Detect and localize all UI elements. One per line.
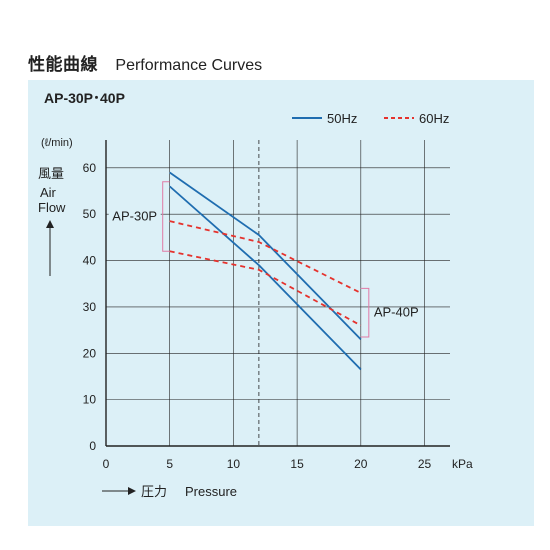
y-tick-label: 50: [83, 207, 97, 221]
x-tick-label: 20: [354, 457, 368, 471]
bracket: [162, 181, 170, 252]
chart-heading: 性能曲線 Performance Curves: [28, 50, 262, 75]
model-label: AP-30P･40P: [44, 90, 125, 106]
y-tick-label: 20: [83, 346, 97, 360]
series-line-ap-40p-60hz: [169, 250, 362, 327]
x-tick-label: 0: [103, 457, 110, 471]
series-line-ap-30p-50hz: [169, 185, 362, 371]
x-tick-label: 15: [290, 457, 304, 471]
chart-panel: AP-30P･40P: [28, 80, 534, 526]
series: [169, 171, 362, 371]
x-axis-label-japanese: 圧力: [141, 484, 167, 499]
legend: 50Hz 60Hz: [292, 111, 449, 126]
y-tick-label: 40: [83, 254, 97, 268]
axes: 0 10 20 30 40 50 60 0 5 10 15 20 25: [83, 140, 450, 471]
annotation-label: AP-40P: [374, 305, 419, 320]
annotation-ap-30p: AP-30P: [108, 181, 170, 252]
y-tick-label: 0: [89, 439, 96, 453]
y-tick-label: 10: [83, 393, 97, 407]
y-axis-unit: (ℓ/min): [41, 137, 73, 149]
x-axis-unit: kPa: [452, 457, 473, 471]
y-axis-label: Air Flow: [38, 185, 66, 215]
x-tick-label: 10: [227, 457, 241, 471]
title-english: Performance Curves: [115, 57, 263, 74]
legend-60hz-label: 60Hz: [419, 111, 449, 126]
annotation-label-bg: [108, 206, 161, 225]
annotation-label: AP-30P: [112, 209, 157, 224]
annotations: AP-30P AP-40P: [108, 181, 419, 338]
grid: [106, 140, 450, 446]
y-tick-label: 30: [83, 300, 97, 314]
y-tick-label: 60: [83, 161, 97, 175]
x-tick-label: 5: [166, 457, 173, 471]
x-axis-label: Pressure: [185, 484, 237, 499]
legend-50hz-label: 50Hz: [327, 111, 357, 126]
title-japanese: 性能曲線: [28, 55, 98, 75]
bracket: [360, 287, 370, 338]
x-tick-label: 25: [418, 457, 432, 471]
series-line-ap-40p-50hz: [169, 171, 362, 340]
x-axis-arrow-icon: [102, 487, 136, 495]
y-axis-label-japanese: 風量: [38, 166, 64, 181]
y-axis-arrow-icon: [46, 220, 54, 276]
annotation-ap-40p: AP-40P: [360, 287, 419, 338]
series-line-ap-30p-60hz: [169, 220, 362, 294]
